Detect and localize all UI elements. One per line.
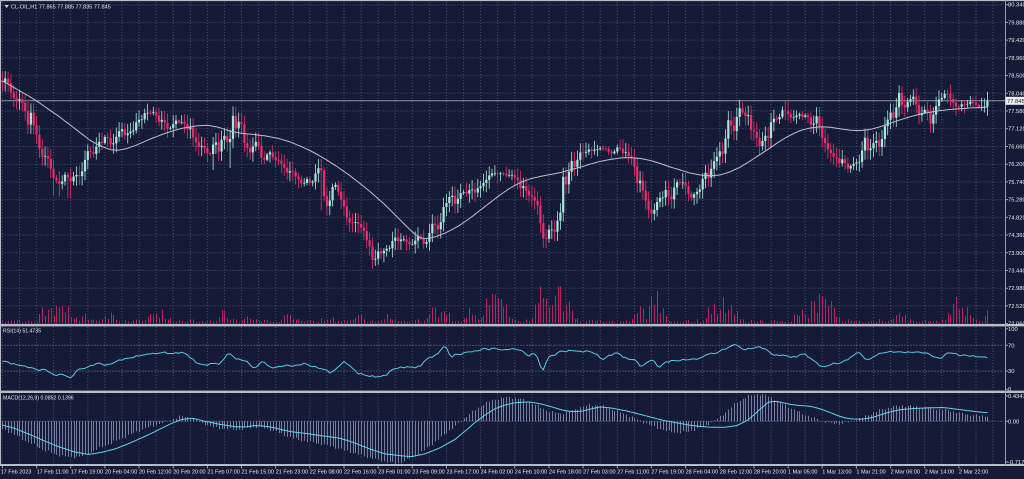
- svg-text:0.4347: 0.4347: [1008, 394, 1024, 400]
- svg-text:23 Feb 09:00: 23 Feb 09:00: [412, 470, 444, 476]
- svg-text:79.880: 79.880: [1008, 20, 1024, 26]
- svg-text:76.200: 76.200: [1008, 162, 1024, 168]
- svg-text:73.900: 73.900: [1008, 251, 1024, 257]
- svg-text:0.00: 0.00: [1008, 419, 1019, 425]
- svg-text:RSI(14) 51.4735: RSI(14) 51.4735: [3, 329, 41, 335]
- svg-text:2 Mar 06:00: 2 Mar 06:00: [891, 470, 920, 476]
- svg-text:74.360: 74.360: [1008, 233, 1024, 239]
- svg-text:2 Mar 14:00: 2 Mar 14:00: [925, 470, 954, 476]
- svg-text:74.820: 74.820: [1008, 215, 1024, 221]
- svg-text:-0.717: -0.717: [1008, 460, 1024, 466]
- svg-text:1 Mar 05:00: 1 Mar 05:00: [788, 470, 817, 476]
- svg-text:28 Feb 04:00: 28 Feb 04:00: [686, 470, 718, 476]
- svg-text:20 Feb 12:00: 20 Feb 12:00: [139, 470, 171, 476]
- svg-text:17 Feb 19:00: 17 Feb 19:00: [71, 470, 103, 476]
- svg-text:72.060: 72.060: [1008, 322, 1024, 328]
- svg-text:23 Feb 01:00: 23 Feb 01:00: [378, 470, 410, 476]
- svg-text:17 Feb 11:00: 17 Feb 11:00: [37, 470, 69, 476]
- svg-text:80.340: 80.340: [1008, 3, 1024, 9]
- svg-text:20 Feb 04:00: 20 Feb 04:00: [105, 470, 137, 476]
- svg-text:2 Mar 22:00: 2 Mar 22:00: [959, 470, 988, 476]
- svg-text:24 Feb 10:00: 24 Feb 10:00: [515, 470, 547, 476]
- svg-text:79.420: 79.420: [1008, 38, 1024, 44]
- svg-text:100: 100: [1008, 327, 1018, 333]
- svg-text:76.660: 76.660: [1008, 145, 1024, 151]
- svg-text:72.520: 72.520: [1008, 304, 1024, 310]
- svg-text:1 Mar 21:00: 1 Mar 21:00: [856, 470, 885, 476]
- svg-text:28 Feb 12:00: 28 Feb 12:00: [720, 470, 752, 476]
- svg-text:78.960: 78.960: [1008, 56, 1024, 62]
- svg-text:30: 30: [1008, 369, 1014, 375]
- svg-text:21 Feb 23:00: 21 Feb 23:00: [276, 470, 308, 476]
- svg-text:78.500: 78.500: [1008, 74, 1024, 80]
- svg-text:78.040: 78.040: [1008, 91, 1024, 97]
- svg-text:MACD(12,26,9) 0.0852 0.1396: MACD(12,26,9) 0.0852 0.1396: [3, 396, 74, 402]
- svg-text:CL-OIL,H1 77.865 77.885 77.835: CL-OIL,H1 77.865 77.885 77.835 77.845: [11, 5, 111, 11]
- svg-text:22 Feb 16:00: 22 Feb 16:00: [344, 470, 376, 476]
- svg-text:27 Feb 19:00: 27 Feb 19:00: [651, 470, 683, 476]
- svg-text:77.120: 77.120: [1008, 127, 1024, 133]
- svg-text:28 Feb 20:00: 28 Feb 20:00: [754, 470, 786, 476]
- svg-text:27 Feb 03:00: 27 Feb 03:00: [583, 470, 615, 476]
- svg-text:77.845: 77.845: [1007, 99, 1024, 105]
- svg-text:17 Feb 2023: 17 Feb 2023: [1, 470, 32, 476]
- svg-text:27 Feb 11:00: 27 Feb 11:00: [617, 470, 649, 476]
- svg-text:21 Feb 07:00: 21 Feb 07:00: [207, 470, 239, 476]
- svg-text:23 Feb 17:00: 23 Feb 17:00: [447, 470, 479, 476]
- svg-text:24 Feb 02:00: 24 Feb 02:00: [481, 470, 513, 476]
- svg-text:22 Feb 08:00: 22 Feb 08:00: [310, 470, 342, 476]
- svg-text:75.740: 75.740: [1008, 180, 1024, 186]
- svg-text:77.580: 77.580: [1008, 109, 1024, 115]
- svg-text:21 Feb 15:00: 21 Feb 15:00: [242, 470, 274, 476]
- svg-text:20 Feb 20:00: 20 Feb 20:00: [173, 470, 205, 476]
- svg-text:0: 0: [1008, 387, 1011, 393]
- svg-text:70: 70: [1008, 343, 1014, 349]
- svg-text:1 Mar 13:00: 1 Mar 13:00: [822, 470, 851, 476]
- svg-text:24 Feb 18:00: 24 Feb 18:00: [549, 470, 581, 476]
- svg-text:75.280: 75.280: [1008, 198, 1024, 204]
- svg-text:72.980: 72.980: [1008, 286, 1024, 292]
- svg-text:73.440: 73.440: [1008, 269, 1024, 275]
